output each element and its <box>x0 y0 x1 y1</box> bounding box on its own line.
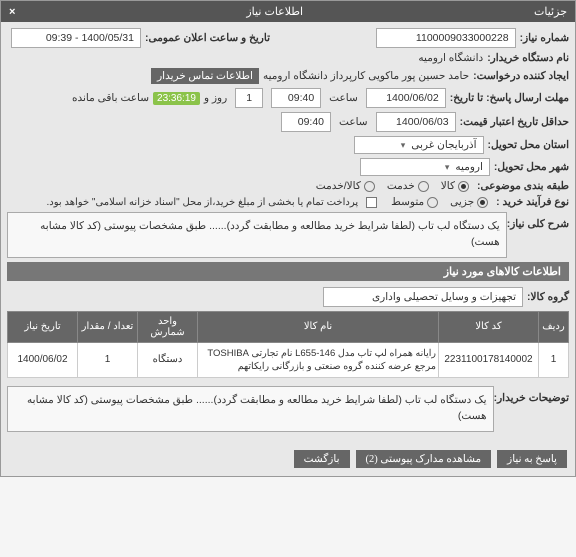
buyer-org-value: دانشگاه ارومیه <box>418 52 483 64</box>
need-desc-label: شرح کلی نیاز: <box>507 218 569 230</box>
contact-buyer-button[interactable]: اطلاعات تماس خریدار <box>151 68 259 84</box>
reply-button[interactable]: پاسخ به نیاز <box>497 450 567 468</box>
time-remain-badge: 23:36:19 <box>153 92 200 105</box>
buyer-notes-label: توضیحات خریدار: <box>494 392 569 404</box>
need-number-label: شماره نیاز: <box>520 32 569 44</box>
buyer-org-label: نام دستگاه خریدار: <box>487 52 569 64</box>
days-remain: 1 <box>235 88 263 108</box>
reply-deadline-time: 09:40 <box>271 88 321 108</box>
public-date-label: تاریخ و ساعت اعلان عمومی: <box>145 32 270 44</box>
goods-group-label: گروه کالا: <box>527 291 569 303</box>
reply-deadline-label: مهلت ارسال پاسخ: تا تاریخ: <box>450 92 569 104</box>
days-label: روز و <box>204 92 227 104</box>
cell-date: 1400/06/02 <box>8 342 78 378</box>
col-unit: واحد شمارش <box>138 311 198 342</box>
city-label: شهر محل تحویل: <box>494 161 569 173</box>
price-valid-label: حداقل تاریخ اعتبار قیمت: <box>460 116 569 128</box>
footer-buttons: پاسخ به نیاز مشاهده مدارک پیوستی (2) باز… <box>1 442 575 476</box>
class-radio-group: کالا خدمت کالا/خدمت <box>316 180 469 192</box>
buyer-notes-box: یک دستگاه لب تاب (لطفا شرایط خرید مطالعه… <box>7 386 494 432</box>
header-title: اطلاعات نیاز <box>246 5 303 18</box>
saat-label-1: ساعت <box>329 92 358 104</box>
class-label: طبقه بندی موضوعی: <box>477 180 569 192</box>
reply-deadline-date: 1400/06/02 <box>366 88 446 108</box>
saat-label-2: ساعت <box>339 116 368 128</box>
need-details-panel: جزئیات اطلاعات نیاز × شماره نیاز: 110000… <box>0 0 576 477</box>
cell-name: رایانه همراه لپ تاب مدل L655-146 نام تجا… <box>198 342 439 378</box>
price-valid-time: 09:40 <box>281 112 331 132</box>
attachments-button[interactable]: مشاهده مدارک پیوستی (2) <box>356 450 492 468</box>
treasury-checkbox[interactable] <box>366 197 377 208</box>
city-select[interactable]: ارومیه <box>360 158 490 176</box>
payment-note: پرداخت تمام یا بخشی از مبلغ خرید،از محل … <box>47 197 359 208</box>
cell-code: 2231100178140002 <box>439 342 539 378</box>
radio-both[interactable]: کالا/خدمت <box>316 180 375 192</box>
back-button[interactable]: بازگشت <box>294 450 350 468</box>
header-tab: جزئیات <box>534 5 567 18</box>
need-number-value: 1100009033000228 <box>376 28 516 48</box>
process-radio-group: جزیی متوسط <box>391 196 488 208</box>
col-qty: تعداد / مقدار <box>78 311 138 342</box>
need-desc-box: یک دستگاه لب تاب (لطفا شرایط خرید مطالعه… <box>7 212 507 258</box>
province-label: استان محل تحویل: <box>488 139 569 151</box>
process-label: نوع فرآیند خرید : <box>496 196 569 208</box>
goods-group-value: تجهیزات و وسایل تحصیلی واداری <box>323 287 523 307</box>
col-name: نام کالا <box>198 311 439 342</box>
cell-qty: 1 <box>78 342 138 378</box>
price-valid-date: 1400/06/03 <box>376 112 456 132</box>
public-date-value: 1400/05/31 - 09:39 <box>11 28 141 48</box>
cell-unit: دستگاه <box>138 342 198 378</box>
close-icon[interactable]: × <box>9 6 15 18</box>
requester-value: حامد حسین پور ماکویی کارپرداز دانشگاه ار… <box>263 70 469 82</box>
radio-service[interactable]: خدمت <box>387 180 429 192</box>
table-row[interactable]: 1 2231100178140002 رایانه همراه لپ تاب م… <box>8 342 569 378</box>
radio-goods[interactable]: کالا <box>441 180 469 192</box>
radio-medium[interactable]: متوسط <box>391 196 438 208</box>
cell-n: 1 <box>539 342 569 378</box>
col-row: ردیف <box>539 311 569 342</box>
col-code: کد کالا <box>439 311 539 342</box>
panel-header: جزئیات اطلاعات نیاز × <box>1 1 575 22</box>
goods-info-title: اطلاعات کالاهای مورد نیاز <box>7 262 569 281</box>
requester-label: ایجاد کننده درخواست: <box>473 70 569 82</box>
province-select[interactable]: آذربایجان غربی <box>354 136 484 154</box>
time-remain-label: ساعت باقی مانده <box>72 92 149 104</box>
col-date: تاریخ نیاز <box>8 311 78 342</box>
goods-table: ردیف کد کالا نام کالا واحد شمارش تعداد /… <box>7 311 569 379</box>
radio-small[interactable]: جزیی <box>450 196 488 208</box>
